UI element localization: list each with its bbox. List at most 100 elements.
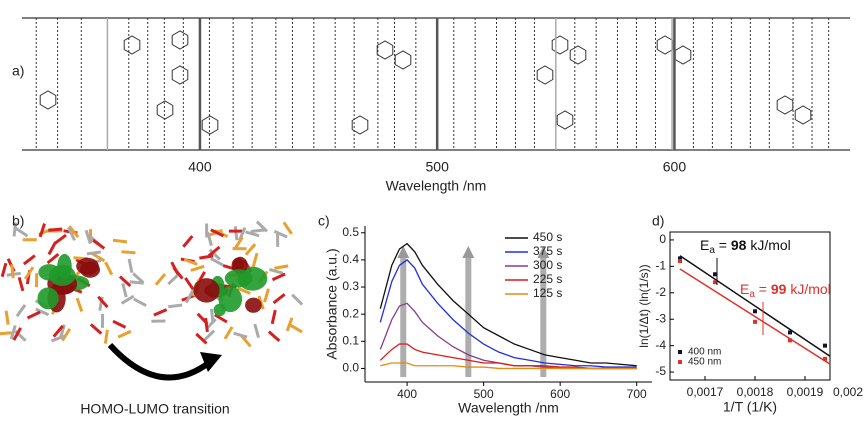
transition-arrow (110, 345, 210, 378)
y-tick-label: -1 (655, 259, 666, 273)
x-tick-label: 0,0019 (787, 385, 824, 399)
panel-label: d) (652, 213, 664, 229)
annotation-part: E (740, 281, 749, 297)
fit-line (680, 256, 830, 356)
framework-bond (48, 229, 62, 230)
framework-bond (154, 310, 167, 316)
y-tick-label: 0.4 (342, 252, 359, 266)
data-point (753, 309, 757, 313)
molecule-ring (172, 31, 188, 49)
framework-bond (16, 228, 28, 236)
orbital-lobe (37, 287, 58, 309)
framework-bond (120, 276, 130, 285)
orbital-lobe (245, 298, 262, 313)
framework-bond (77, 298, 82, 311)
framework-bond (211, 309, 213, 323)
molecule-ring (202, 116, 218, 134)
framework-bond (284, 222, 292, 234)
panel-label: c) (318, 213, 330, 229)
y-axis-title: Absorbance (a.u.) (324, 248, 340, 359)
molecule-ring (124, 36, 140, 54)
molecule-ring (172, 66, 188, 84)
legend-label: 450 nm (688, 357, 721, 368)
framework-bond (168, 305, 182, 307)
framework-bond (234, 333, 247, 337)
marker-arrow-head (397, 246, 409, 258)
framework-bond (274, 294, 285, 303)
framework-bond (113, 321, 126, 327)
x-tick-label: 700 (627, 387, 647, 401)
framework-bond (19, 277, 23, 290)
framework-bond (251, 230, 265, 231)
framework-bond (6, 311, 8, 325)
x-tick-label: 0,0018 (737, 385, 774, 399)
framework-bond (269, 269, 282, 273)
annotation-part: 98 (731, 237, 747, 253)
orbital-lobe (225, 269, 253, 287)
framework-bond (168, 274, 178, 284)
y-tick-label: -5 (655, 364, 666, 378)
legend-label: 225 s (533, 272, 562, 286)
molecule-ring (777, 96, 793, 114)
molecule-ring (157, 101, 173, 119)
molecule-ring (377, 41, 393, 59)
data-point (788, 338, 792, 342)
orbital-images (0, 222, 302, 347)
data-point (823, 357, 827, 361)
framework-bond (199, 256, 213, 258)
framework-bond (12, 264, 13, 278)
x-axis-title: Wavelength /nm (386, 178, 487, 194)
y-tick-label: 0.0 (342, 361, 359, 375)
framework-bond (118, 331, 131, 337)
legend-label: 450 s (533, 230, 562, 244)
framework-bond (123, 283, 126, 297)
framework-bond (129, 259, 132, 273)
framework-bond (122, 252, 136, 253)
y-axis-title: ln(1/Δt) (ln(1/s)) (637, 264, 651, 347)
data-point (788, 330, 792, 334)
orbital-lobe (218, 286, 242, 312)
annotation-part: = (715, 237, 731, 253)
x-axis-title: 1/T (1/K) (723, 399, 777, 415)
data-point (713, 280, 717, 284)
framework-bond (48, 254, 59, 263)
x-axis-title: Wavelength /nm (458, 400, 559, 416)
annotation-part: kJ/mol (746, 237, 790, 253)
framework-bond (290, 325, 302, 332)
spectrum-line (380, 363, 636, 368)
data-point (713, 272, 717, 276)
caption: HOMO-LUMO transition (80, 401, 229, 417)
framework-bond (191, 266, 204, 270)
framework-bond (211, 259, 223, 266)
annotation-part: kJ/mol (786, 281, 830, 297)
framework-bond (272, 274, 285, 280)
framework-bond (130, 282, 144, 284)
y-tick-label: -3 (655, 311, 666, 325)
framework-bond (87, 252, 101, 254)
molecule-ring (537, 66, 553, 84)
x-tick-label: 0,0017 (687, 385, 724, 399)
molecule-ring (675, 46, 691, 64)
marker-arrow-head (462, 246, 474, 258)
x-tick-label: 400 (397, 387, 417, 401)
orbital-lobe (49, 265, 76, 286)
framework-bond (272, 310, 275, 324)
framework-bond (2, 263, 6, 276)
molecule-ring (552, 36, 568, 54)
framework-bond (274, 266, 288, 268)
y-tick-label: 0.3 (342, 279, 359, 293)
y-tick-label: 0.2 (342, 306, 359, 320)
framework-bond (265, 289, 269, 302)
x-tick-label: 400 (188, 159, 212, 175)
framework-bond (40, 224, 44, 237)
x-tick-label: 0,002 (833, 385, 863, 399)
annotation-part: E (700, 237, 709, 253)
marker-arrow (400, 256, 406, 377)
y-tick-label: 0 (659, 232, 666, 246)
orbital-lobe (193, 278, 219, 302)
framework-bond (156, 274, 165, 285)
panel-label: b) (12, 213, 24, 229)
y-tick-label: 0.1 (342, 333, 359, 347)
framework-bond (292, 295, 302, 305)
data-point (678, 259, 682, 263)
